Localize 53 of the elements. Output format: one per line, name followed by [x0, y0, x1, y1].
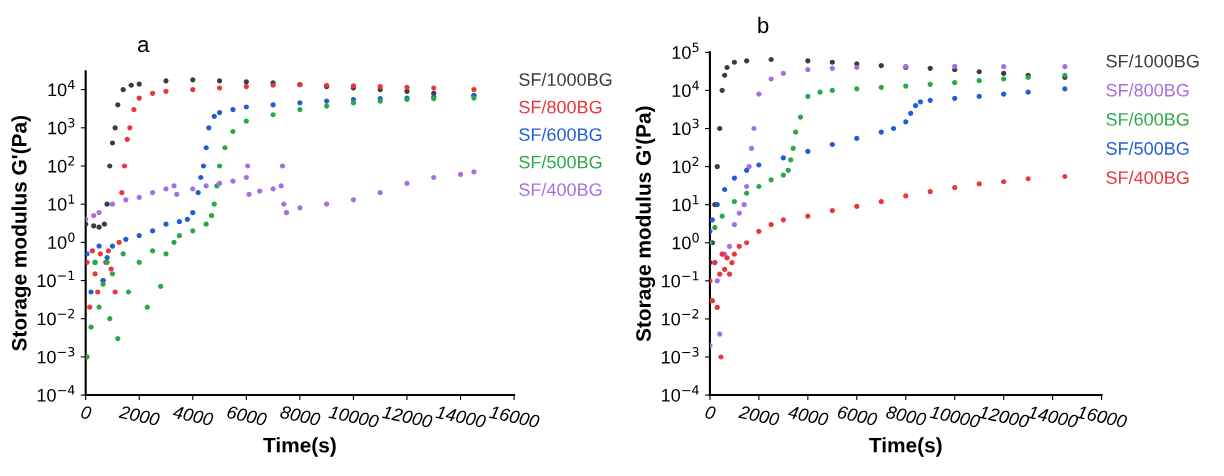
x-tick-label: 6000	[226, 405, 268, 427]
y-tick-label: 10$^{3}$	[672, 118, 699, 136]
x-tick-label: 16000	[488, 405, 541, 429]
y-tick-label: 10$^{2}$	[48, 156, 75, 173]
y-tick-label: 10$^{−2}$	[37, 308, 75, 326]
text: SF/1000BG	[1106, 54, 1199, 68]
y-tick-label: 10$^{1}$	[48, 194, 75, 211]
y-tick-label: 10$^{−4}$	[662, 385, 699, 402]
x-tick-label: 2000	[738, 405, 781, 427]
y-tick-label: 10$^{0}$	[48, 232, 75, 249]
text: SF/400BG	[519, 182, 602, 197]
x-tick-label: 12000	[978, 405, 1030, 429]
y-tick-label: 10$^{5}$	[672, 42, 699, 59]
x-tick-label: 10000	[328, 405, 380, 429]
chart-title: b	[758, 16, 769, 34]
y-tick-label: 10$^{−4}$	[37, 385, 75, 402]
x-tick-label: 14000	[435, 405, 487, 429]
text: SF/600BG	[519, 127, 602, 141]
y-tick-label: 10$^{2}$	[672, 156, 699, 174]
text: SF/800BG	[1106, 83, 1189, 97]
text: SF/1000BG	[519, 72, 612, 86]
text: SF/500BG	[1106, 141, 1189, 155]
x-tick-label: 8000	[279, 405, 322, 427]
text: SF/600BG	[1106, 112, 1189, 126]
x-axis-title: Time(s)	[869, 437, 942, 457]
y-tick-label: 10$^{−2}$	[662, 309, 699, 326]
y-tick-label: 10$^{−3}$	[662, 347, 699, 364]
x-tick-label: 0	[80, 405, 93, 420]
x-tick-label: 12000	[381, 405, 434, 429]
x-tick-label: 4000	[172, 405, 214, 427]
text: SF/400BG	[1106, 170, 1189, 185]
x-tick-label: 10000	[929, 405, 981, 429]
text: SF/500BG	[519, 155, 602, 169]
y-axis-title: Storage modulus G'(Pa)	[11, 116, 31, 351]
y-tick-label: 10$^{4}$	[48, 79, 75, 97]
y-axis-title: Storage modulus G'(Pa)	[635, 106, 656, 342]
y-tick-label: 10$^{4}$	[672, 80, 699, 98]
y-tick-label: 10$^{3}$	[48, 117, 75, 135]
x-tick-label: 2000	[118, 405, 161, 427]
x-tick-label: 4000	[787, 405, 829, 427]
x-tick-label: 8000	[885, 405, 927, 427]
y-tick-label: 10$^{−1}$	[37, 270, 75, 288]
x-tick-label: 6000	[837, 405, 878, 427]
y-tick-label: 10$^{1}$	[672, 194, 699, 212]
x-axis-title: Time(s)	[263, 437, 336, 457]
y-tick-label: 10$^{−3}$	[37, 347, 75, 364]
text: SF/800BG	[519, 100, 602, 114]
y-tick-label: 10$^{−1}$	[662, 271, 699, 288]
x-tick-label: 16000	[1076, 405, 1128, 429]
chart-title: a	[138, 40, 150, 53]
x-tick-label: 14000	[1027, 405, 1079, 429]
x-tick-label: 0	[704, 405, 717, 420]
y-tick-label: 10$^{0}$	[672, 232, 699, 250]
